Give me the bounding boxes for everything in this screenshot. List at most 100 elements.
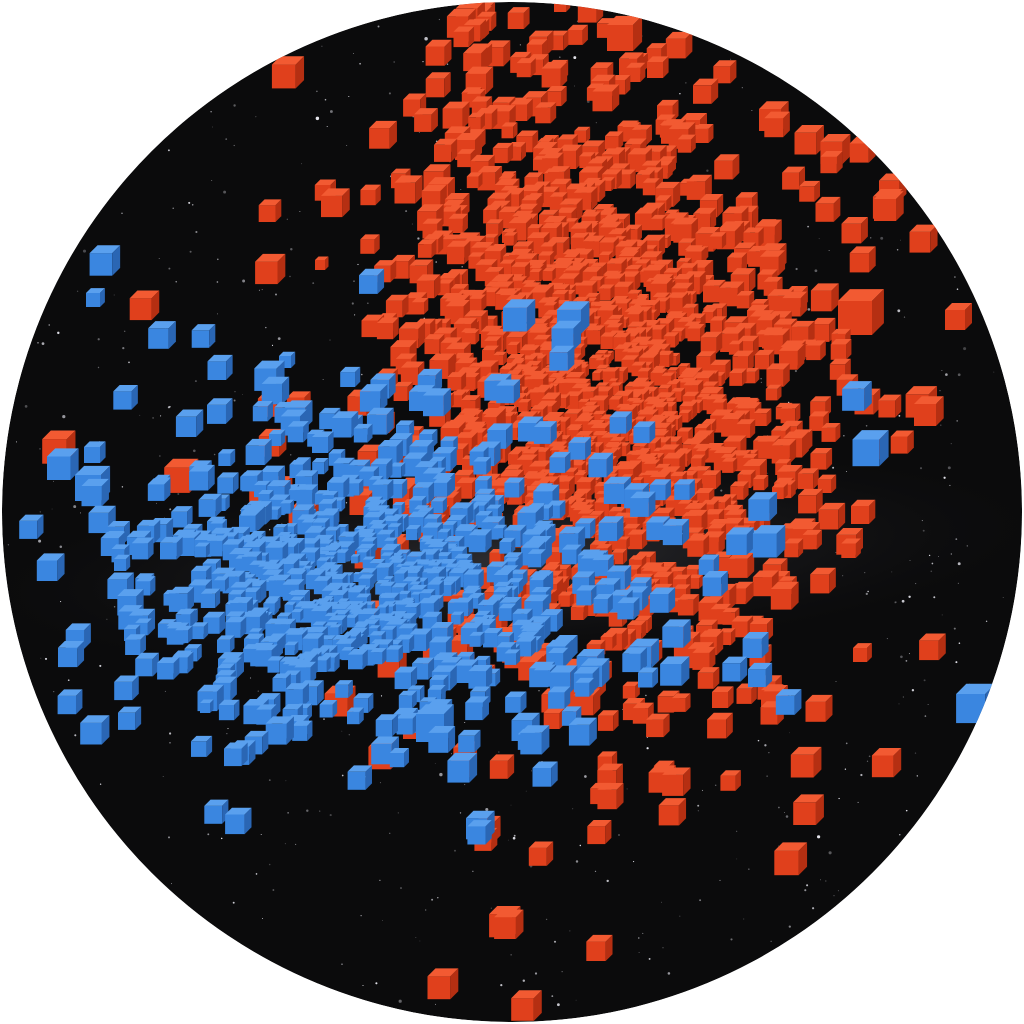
star (914, 752, 917, 754)
star (411, 223, 413, 225)
star (579, 844, 582, 847)
star (837, 890, 839, 892)
cube (726, 527, 754, 556)
star (633, 861, 635, 863)
cube (315, 256, 329, 270)
cube (753, 408, 772, 426)
star (233, 399, 236, 402)
star (931, 562, 934, 565)
star (315, 116, 320, 121)
cube (604, 131, 624, 150)
star (519, 44, 521, 46)
cube (677, 134, 696, 153)
cube (396, 712, 419, 735)
star (622, 708, 624, 710)
cube (466, 172, 483, 189)
star (261, 289, 263, 291)
star (464, 784, 466, 786)
star (685, 82, 687, 84)
cube (80, 715, 110, 745)
star (360, 915, 362, 917)
cube (448, 213, 468, 234)
star (38, 539, 42, 543)
star (963, 347, 967, 351)
star (660, 901, 663, 903)
cube (747, 662, 773, 688)
cube (191, 622, 209, 640)
star (814, 269, 818, 273)
cube (468, 529, 492, 553)
star (97, 366, 100, 369)
cube (677, 594, 700, 616)
cube (261, 376, 290, 405)
cube (425, 72, 451, 98)
star (195, 230, 198, 234)
star (572, 808, 574, 810)
cube (492, 142, 514, 164)
star (160, 415, 162, 417)
star (768, 752, 770, 754)
cube (422, 388, 451, 417)
star (210, 111, 212, 113)
star (498, 751, 500, 753)
star (354, 314, 356, 316)
star (39, 448, 41, 450)
star (255, 873, 258, 875)
cube (389, 748, 409, 768)
star (941, 614, 943, 616)
star (924, 715, 927, 717)
star (993, 371, 995, 373)
cube (766, 363, 790, 387)
cube (468, 664, 493, 689)
cube (507, 341, 521, 355)
star (99, 664, 102, 667)
cube (806, 340, 826, 361)
star (169, 508, 172, 511)
star (175, 281, 177, 283)
star (909, 559, 911, 562)
star (422, 61, 424, 63)
star (638, 952, 640, 954)
star (833, 895, 835, 897)
cube (662, 619, 691, 648)
star (226, 733, 228, 735)
star (164, 690, 166, 692)
cube (714, 154, 740, 180)
star (268, 863, 271, 866)
star (513, 834, 516, 837)
star (44, 657, 48, 660)
star (900, 239, 902, 241)
star (80, 512, 81, 514)
star (53, 691, 55, 693)
cube (507, 7, 530, 30)
cube (376, 317, 399, 340)
star (73, 505, 77, 509)
star (419, 940, 421, 942)
cube (36, 553, 65, 582)
star (985, 620, 988, 622)
star (284, 843, 286, 845)
star (37, 341, 39, 344)
star (554, 940, 556, 943)
star (346, 145, 348, 147)
star (359, 62, 361, 65)
cube (427, 968, 459, 1000)
star (956, 288, 959, 290)
cube (245, 438, 272, 466)
cube (168, 586, 195, 612)
cube (129, 290, 160, 321)
star (435, 261, 437, 263)
star (375, 982, 378, 985)
cube (693, 78, 719, 104)
star (57, 331, 60, 335)
star (76, 290, 79, 292)
star (388, 92, 391, 95)
cube (548, 686, 571, 709)
cube (370, 647, 387, 665)
star (937, 555, 939, 557)
cube (586, 934, 613, 962)
star (510, 804, 512, 806)
cube (842, 381, 872, 411)
star (172, 207, 174, 209)
